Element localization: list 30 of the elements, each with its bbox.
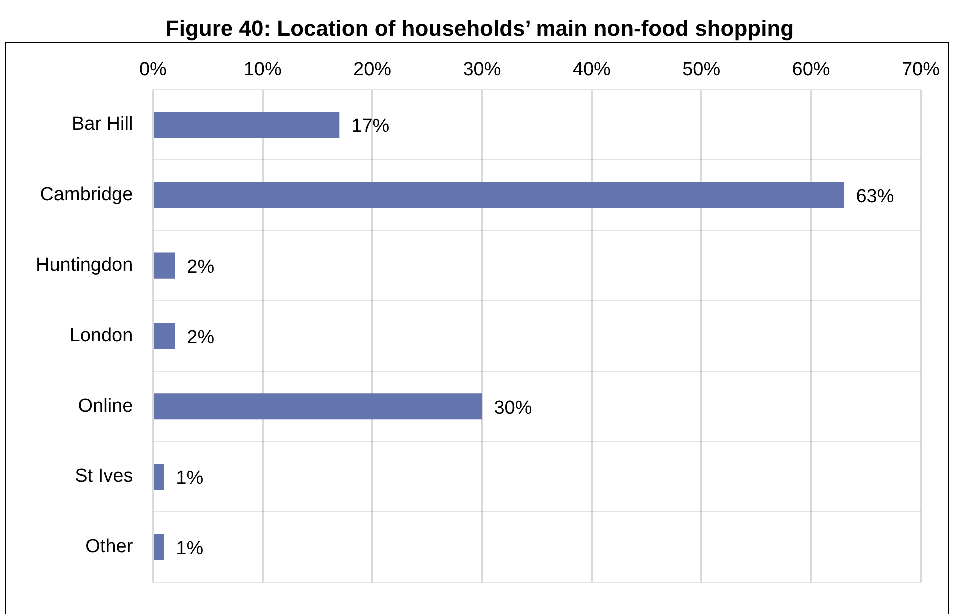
bar <box>154 464 164 490</box>
data-label: 1% <box>176 538 204 560</box>
x-tick-label: 40% <box>572 60 612 81</box>
y-tick-label: Huntingdon <box>36 255 134 276</box>
x-tick-label: 0% <box>139 60 168 81</box>
bar <box>154 182 844 208</box>
x-tick-label: 20% <box>354 60 392 81</box>
y-tick-label: Cambridge <box>40 184 134 206</box>
x-tick-label: 50% <box>682 60 721 81</box>
bar <box>154 534 164 560</box>
y-tick-label: Bar Hill <box>72 114 134 136</box>
bar <box>154 394 482 420</box>
x-tick-label: 30% <box>463 60 502 81</box>
data-label: 2% <box>187 257 215 278</box>
y-tick-label: St Ives <box>75 466 134 488</box>
y-tick-label: London <box>70 325 134 346</box>
x-tick-label: 70% <box>902 60 940 81</box>
y-tick-label: Online <box>78 396 134 417</box>
bar <box>154 252 176 279</box>
x-tick-label: 10% <box>244 60 282 81</box>
data-label: 17% <box>352 116 390 138</box>
y-tick-label: Other <box>86 536 134 558</box>
data-label: 30% <box>494 398 532 419</box>
data-label: 63% <box>856 186 894 208</box>
chart-title: Figure 40: Location of households’ main non-food shopping <box>164 15 796 42</box>
bar <box>154 323 176 350</box>
data-label: 2% <box>187 327 215 348</box>
data-label: 1% <box>176 468 204 490</box>
x-tick-label: 60% <box>792 60 830 81</box>
bar <box>154 112 340 138</box>
